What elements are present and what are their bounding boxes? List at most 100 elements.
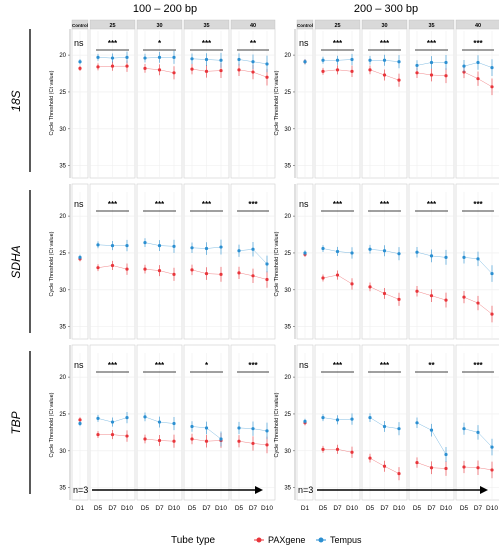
data-point: [368, 247, 372, 251]
y-tick-label: 25: [59, 90, 66, 96]
data-point: [204, 246, 209, 251]
data-point: [265, 443, 269, 447]
panel-header-label: 35: [203, 23, 209, 29]
data-point: [382, 424, 387, 429]
y-tick-label: 35: [59, 486, 66, 492]
data-point: [251, 441, 255, 446]
y-tick-label: 20: [59, 375, 66, 381]
data-point: [204, 439, 209, 443]
data-point: [190, 268, 194, 272]
data-point: [368, 68, 372, 72]
y-axis-label: Cycle Threshold (Ct value): [49, 392, 55, 457]
series-tempus: [190, 239, 223, 255]
panel-header-label: Control: [297, 23, 313, 28]
data-point: [125, 267, 129, 271]
data-point: [110, 243, 115, 248]
data-point: [143, 267, 147, 271]
data-point: [219, 272, 223, 276]
data-point: [219, 437, 223, 441]
data-point: [476, 301, 480, 305]
data-point: [172, 71, 176, 75]
data-point: [190, 67, 194, 71]
n-label: n=3: [298, 485, 313, 495]
series-tempus: [368, 54, 401, 69]
data-point: [110, 64, 115, 68]
y-tick-label: 30: [59, 288, 66, 294]
series-paxgene: [415, 457, 448, 476]
significance-label: ***: [202, 39, 212, 48]
facet-panel: ns D1: [71, 344, 89, 512]
series-paxgene: [415, 286, 448, 308]
series-paxgene: [237, 63, 269, 86]
data-point: [172, 439, 176, 443]
data-point: [490, 271, 494, 276]
series-paxgene: [368, 453, 401, 481]
data-point: [172, 55, 176, 59]
data-point: [157, 420, 162, 424]
facet-panel: ***: [455, 183, 499, 340]
data-point: [335, 68, 340, 72]
data-point: [476, 60, 480, 65]
data-point: [335, 58, 340, 62]
panel-header-label: 40: [475, 23, 481, 29]
x-tick-label: D7: [474, 505, 483, 512]
significance-label: ***: [473, 200, 483, 209]
data-point: [237, 68, 241, 72]
x-tick-label: D10: [121, 505, 133, 512]
series-paxgene: [190, 264, 223, 282]
series-paxgene: [190, 63, 223, 79]
x-tick-label: D7: [202, 505, 211, 512]
data-point: [157, 438, 162, 443]
y-tick-label: 35: [284, 164, 291, 170]
data-point: [321, 447, 325, 451]
x-tick-label: D10: [346, 505, 358, 512]
data-point: [157, 243, 162, 248]
data-point: [125, 64, 129, 68]
y-tick-label: 30: [284, 288, 291, 294]
data-point: [462, 64, 466, 68]
x-tick-label: D10: [168, 505, 180, 512]
data-point: [78, 421, 82, 426]
x-tick-label: D10: [261, 505, 273, 512]
data-point: [429, 428, 434, 432]
y-tick-label: 25: [284, 412, 291, 418]
facet-panel: ns: [296, 183, 314, 340]
row-title-18s: 18S: [9, 90, 23, 111]
data-point: [444, 60, 448, 65]
panel-header-label: Control: [72, 23, 88, 28]
significance-label: **: [428, 361, 435, 370]
y-axis-label: Cycle Threshold (Ct value): [274, 231, 280, 296]
data-point: [237, 249, 241, 253]
y-axis-label: Cycle Threshold (Ct value): [274, 392, 280, 457]
data-point: [96, 266, 100, 270]
x-tick-label: D10: [440, 505, 452, 512]
x-tick-label: D10: [393, 505, 405, 512]
data-point: [476, 257, 480, 261]
series-tempus: [462, 251, 494, 282]
series-paxgene: [143, 434, 176, 448]
series-tempus: [237, 421, 269, 440]
group-title: 200 – 300 bp: [354, 3, 418, 15]
significance-label: ***: [155, 200, 165, 209]
data-point: [444, 74, 448, 78]
series-paxgene: [96, 60, 129, 72]
x-tick-label: D5: [188, 505, 197, 512]
legend-swatch-dot: [256, 537, 262, 543]
data-point: [251, 247, 255, 251]
data-point: [172, 272, 176, 276]
y-tick-label: 20: [59, 214, 66, 220]
data-point: [78, 255, 82, 259]
trend-arrowhead: [255, 486, 263, 494]
data-point: [303, 60, 307, 64]
significance-label: ***: [333, 200, 343, 209]
data-point: [462, 465, 466, 469]
n-label: n=3: [73, 485, 88, 495]
data-point: [321, 69, 325, 73]
data-point: [190, 246, 194, 250]
data-point: [143, 56, 147, 60]
y-tick-label: 20: [284, 375, 291, 381]
data-point: [96, 416, 100, 420]
data-point: [415, 421, 419, 425]
series-tempus: [368, 413, 401, 436]
